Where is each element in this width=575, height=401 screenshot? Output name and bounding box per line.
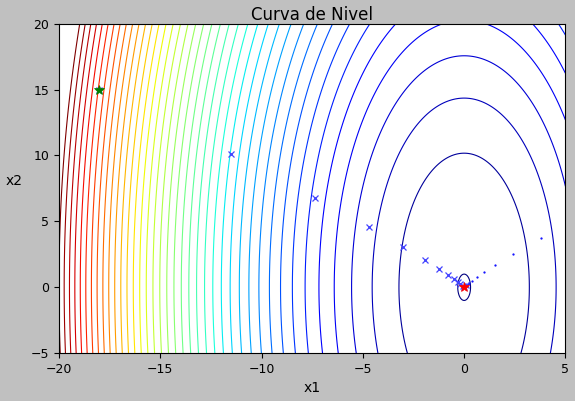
Title: Curva de Nivel: Curva de Nivel — [251, 6, 373, 24]
Y-axis label: x2: x2 — [6, 174, 22, 188]
X-axis label: x1: x1 — [304, 381, 321, 395]
